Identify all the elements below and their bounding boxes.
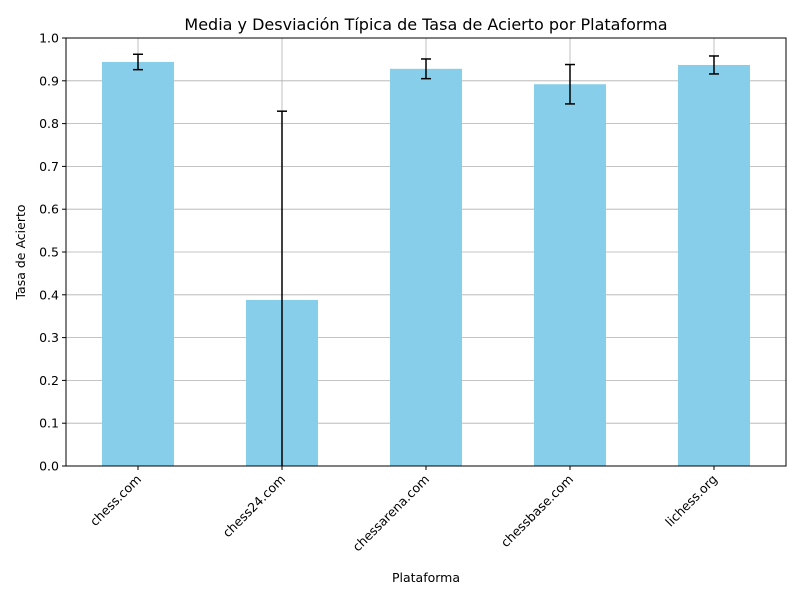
x-tick-label: chessbase.com [498,472,576,550]
y-tick-label: 1.0 [39,31,59,46]
x-axis-label: Plataforma [392,570,460,585]
x-tick-label: lichess.org [662,472,720,530]
y-tick-label: 0.8 [39,116,59,131]
y-tick-label: 0.5 [39,245,59,260]
x-axis-ticks: chess.com chess24.com chessarena.com chessb… [87,466,720,554]
y-tick-label: 0.7 [39,159,59,174]
bar [102,61,174,467]
bar [534,84,606,466]
y-tick-label: 0.3 [39,330,59,345]
chart-title: Media y Desviación Típica de Tasa de Aci… [184,15,667,34]
y-tick-label: 0.4 [39,287,59,302]
x-tick-label: chess.com [87,472,144,529]
y-axis-label: Tasa de Acierto [13,204,28,300]
x-tick-label: chess24.com [219,472,288,541]
y-tick-label: 0.2 [39,373,59,388]
y-tick-label: 0.6 [39,202,59,217]
error-bars [133,53,719,466]
x-tick-label: chessarena.com [349,472,432,555]
y-axis-ticks: 0.0 0.1 0.2 0.3 0.4 0.5 0.6 0.7 0.8 0.9 1.0 [39,31,66,474]
y-tick-label: 0.1 [39,416,59,431]
bars [102,61,750,467]
y-tick-label: 0.9 [39,73,59,88]
bar [390,68,462,466]
bar [678,64,750,467]
y-tick-label: 0.0 [39,459,59,474]
